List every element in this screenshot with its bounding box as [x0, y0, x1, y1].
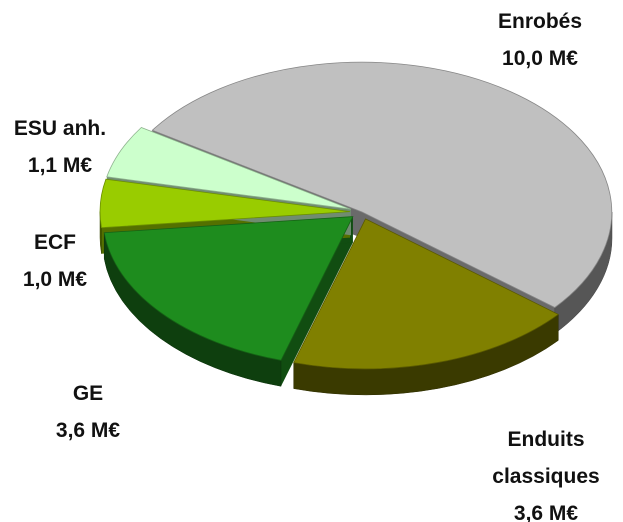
slice	[151, 61, 613, 308]
slice	[106, 127, 352, 210]
slice-label: GE 3,6 M€	[0, 375, 188, 449]
value-label: 10,0 M€	[502, 47, 578, 70]
category-name: ESU anh.	[13, 117, 107, 140]
category-name: ECF	[34, 231, 76, 254]
value-label: 3,6 M€	[513, 502, 579, 522]
slice	[103, 216, 354, 361]
value-label: 1,1 M€	[27, 154, 93, 177]
slice-wall	[281, 216, 353, 387]
slice-label: Enrobés 10,0 M€	[440, 3, 623, 77]
slice-label: ECF 1,0 M€	[0, 224, 155, 298]
value-label: 3,6 M€	[55, 419, 121, 442]
slice	[99, 178, 351, 229]
slice-label: Enduits classiques 3,6 M€	[481, 421, 611, 522]
category-name: Enduits classiques	[492, 428, 600, 488]
slice-label: ESU anh. 1,1 M€	[0, 110, 160, 184]
category-name: GE	[72, 382, 104, 405]
slice	[293, 218, 560, 370]
value-label: 1,0 M€	[22, 268, 88, 291]
category-name: Enrobés	[497, 10, 583, 33]
